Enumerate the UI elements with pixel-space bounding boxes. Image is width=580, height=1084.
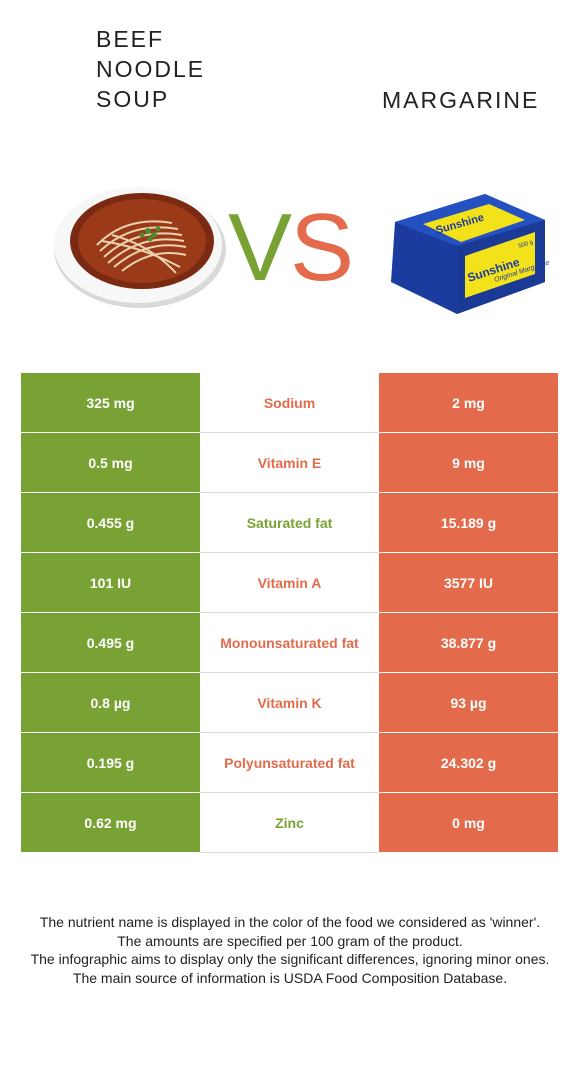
- left-food-value: 325 mg: [21, 373, 200, 433]
- nutrient-name: Monounsaturated fat: [200, 612, 379, 673]
- right-food-value: 38.877 g: [379, 612, 558, 673]
- nutrient-row: 0.62 mg Zinc 0 mg: [21, 792, 558, 853]
- vs-v: V: [228, 196, 292, 292]
- nutrient-name: Sodium: [200, 373, 379, 433]
- footer-line: The amounts are specified per 100 gram o…: [117, 932, 463, 949]
- nutrient-name: Vitamin A: [200, 552, 379, 613]
- beef-noodle-soup-image: [54, 187, 226, 308]
- left-food-value: 0.8 µg: [21, 672, 200, 733]
- nutrient-row: 0.8 µg Vitamin K 93 µg: [21, 672, 558, 733]
- right-food-value: 15.189 g: [379, 492, 558, 553]
- nutrient-row: 0.195 g Polyunsaturated fat 24.302 g: [21, 732, 558, 793]
- nutrient-row: 0.455 g Saturated fat 15.189 g: [21, 492, 558, 553]
- footer-line: The nutrient name is displayed in the co…: [39, 914, 541, 930]
- left-food-value: 0.195 g: [21, 732, 200, 793]
- margarine-image: Sunshine Sunshine Original Margarine 500…: [391, 194, 550, 314]
- right-food-value: 2 mg: [379, 373, 558, 433]
- nutrient-name: Vitamin K: [200, 672, 379, 733]
- nutrient-name: Zinc: [200, 792, 379, 853]
- nutrient-name: Vitamin E: [200, 432, 379, 493]
- nutrient-name: Polyunsaturated fat: [200, 732, 379, 793]
- left-food-title: BEEF NOODLE SOUP: [96, 26, 206, 112]
- footer-line: The main source of information is USDA F…: [72, 969, 508, 986]
- left-food-value: 0.62 mg: [21, 792, 200, 853]
- nutrient-row: 325 mg Sodium 2 mg: [21, 373, 558, 433]
- right-food-value: 9 mg: [379, 432, 558, 493]
- left-food-value: 0.495 g: [21, 612, 200, 673]
- footer-notes: The nutrient name is displayed in the co…: [20, 913, 560, 987]
- right-food-value: 0 mg: [379, 792, 558, 853]
- nutrient-row: 101 IU Vitamin A 3577 IU: [21, 552, 558, 613]
- right-food-value: 24.302 g: [379, 732, 558, 793]
- vs-label: V S: [228, 196, 350, 292]
- nutrient-row: 0.495 g Monounsaturated fat 38.877 g: [21, 612, 558, 673]
- right-food-title: MARGARINE: [382, 87, 540, 113]
- left-food-value: 101 IU: [21, 552, 200, 613]
- vs-s: S: [290, 196, 350, 292]
- right-food-value: 93 µg: [379, 672, 558, 733]
- footer-line: The infographic aims to display only the…: [30, 951, 550, 967]
- nutrient-name: Saturated fat: [200, 492, 379, 553]
- left-food-value: 0.455 g: [21, 492, 200, 553]
- left-food-value: 0.5 mg: [21, 432, 200, 493]
- margarine-weight: 500 g: [518, 240, 534, 250]
- right-food-value: 3577 IU: [379, 552, 558, 613]
